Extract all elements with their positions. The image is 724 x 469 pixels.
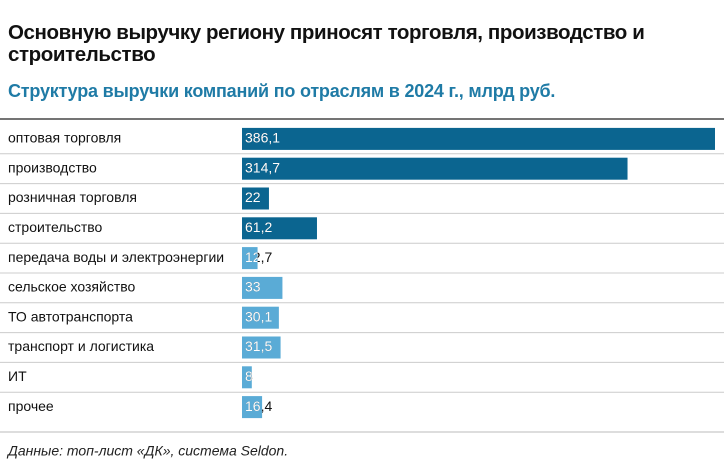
category-label: передача воды и электроэнергии — [8, 249, 224, 265]
category-label: производство — [8, 159, 97, 175]
category-label: оптовая торговля — [8, 130, 121, 146]
chart-title: Основную выручку региону приносят торгов… — [8, 21, 645, 66]
value-label: 8 — [245, 368, 253, 384]
value-label: 31,5 — [245, 338, 272, 354]
category-label: ТО автотранспорта — [8, 308, 133, 324]
value-label: 22 — [245, 189, 261, 205]
bar — [242, 187, 269, 210]
bar — [242, 306, 279, 329]
bar — [242, 366, 252, 389]
value-label: 33 — [245, 279, 261, 295]
bar — [242, 127, 715, 150]
category-label: прочее — [8, 398, 54, 414]
bar — [242, 276, 283, 299]
value-label: 30,1 — [245, 308, 272, 324]
bar — [242, 396, 263, 419]
value-label: 61,2 — [245, 219, 272, 235]
value-label: 16,4 — [245, 398, 272, 414]
category-label: ИТ — [8, 368, 27, 384]
bar — [242, 217, 317, 240]
value-label: 314,7 — [245, 159, 280, 175]
category-label: розничная торговля — [8, 189, 137, 205]
value-label: 30,1 — [245, 308, 272, 324]
value-label: 12,7 — [245, 249, 272, 265]
value-label: 8 — [245, 368, 253, 384]
value-label: 61,2 — [245, 219, 272, 235]
category-label: транспорт и логистика — [8, 338, 154, 354]
value-label: 386,1 — [245, 130, 280, 146]
bar — [242, 157, 628, 180]
bar — [242, 336, 281, 359]
category-label: строительство — [8, 219, 103, 235]
bar — [242, 247, 258, 270]
value-label: 22 — [245, 189, 261, 205]
value-label: 16,4 — [245, 398, 272, 414]
value-label: 31,5 — [245, 338, 272, 354]
value-label: 33 — [245, 279, 261, 295]
category-label: сельское хозяйство — [8, 279, 136, 295]
value-label: 12,7 — [245, 249, 272, 265]
source-note: Данные: топ-лист «ДК», система Seldon. — [6, 443, 288, 459]
chart-subtitle: Структура выручки компаний по отраслям в… — [8, 81, 556, 101]
value-label: 314,7 — [245, 159, 280, 175]
value-label: 386,1 — [245, 130, 280, 146]
